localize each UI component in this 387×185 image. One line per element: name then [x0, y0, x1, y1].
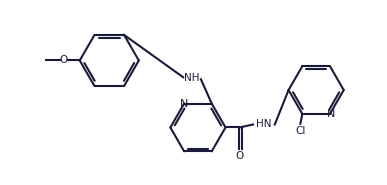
- Text: N: N: [180, 99, 188, 109]
- Text: O: O: [235, 151, 243, 161]
- Text: NH: NH: [184, 73, 200, 83]
- Text: N: N: [327, 109, 335, 119]
- Text: HN: HN: [256, 119, 272, 129]
- Text: Cl: Cl: [295, 126, 306, 136]
- Text: O: O: [60, 56, 68, 65]
